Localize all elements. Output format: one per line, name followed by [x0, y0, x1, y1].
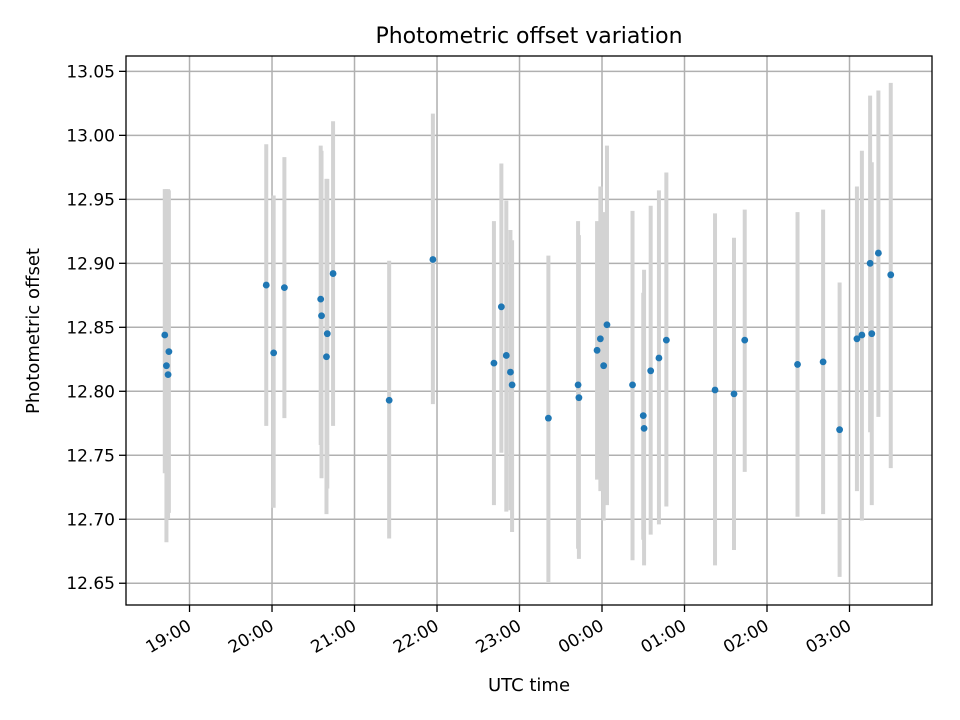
x-tick-label: 01:00: [638, 616, 690, 658]
y-tick-label: 12.90: [66, 254, 115, 274]
x-tick-label: 00:00: [555, 616, 607, 658]
data-point: [730, 390, 738, 398]
data-point: [853, 335, 861, 343]
y-tick-label: 12.75: [66, 446, 115, 466]
x-axis-label: UTC time: [488, 675, 570, 696]
data-point: [874, 249, 882, 257]
x-tick-label: 19:00: [143, 616, 195, 658]
data-point: [323, 353, 330, 361]
data-point: [819, 358, 827, 366]
data-point: [836, 426, 844, 434]
data-point: [161, 331, 169, 339]
y-tick-label: 12.80: [66, 382, 115, 402]
data-points: [161, 249, 895, 434]
x-tick-label: 03:00: [803, 616, 855, 658]
y-tick-label: 12.85: [66, 318, 115, 338]
plot-frame: [125, 55, 933, 606]
data-point: [502, 352, 510, 359]
data-point: [868, 330, 876, 338]
data-point: [640, 424, 648, 432]
x-tick-label: 21:00: [308, 616, 360, 658]
data-point: [596, 335, 604, 343]
y-axis-label: Photometric offset: [23, 248, 44, 414]
data-point: [317, 295, 325, 303]
data-point: [163, 362, 170, 370]
data-point: [655, 354, 663, 362]
y-tick-label: 12.95: [66, 190, 115, 210]
grid-lines: [126, 56, 932, 605]
data-point: [508, 381, 516, 389]
data-point: [887, 271, 895, 279]
data-point: [164, 371, 172, 379]
data-point: [603, 321, 611, 329]
data-point: [639, 412, 647, 420]
data-point: [280, 284, 288, 292]
error-bars: [162, 82, 893, 582]
chart-title: Photometric offset variation: [375, 24, 682, 49]
data-point: [323, 330, 331, 338]
data-point: [385, 396, 393, 404]
data-point: [662, 336, 670, 344]
data-point: [858, 331, 866, 339]
data-point: [629, 381, 636, 389]
data-point: [544, 414, 552, 422]
y-tick-label: 12.65: [66, 574, 115, 594]
data-point: [593, 346, 601, 354]
data-point: [600, 362, 608, 370]
x-tick-label: 23:00: [473, 616, 525, 658]
data-point: [866, 259, 874, 267]
data-point: [165, 348, 173, 356]
x-tick-label: 02:00: [720, 616, 772, 658]
data-point: [497, 303, 505, 311]
data-point: [507, 368, 514, 376]
data-point: [574, 381, 582, 389]
data-point: [318, 312, 325, 320]
data-point: [329, 270, 337, 277]
y-tick-label: 13.05: [66, 62, 115, 82]
data-point: [711, 386, 719, 394]
data-point: [429, 256, 437, 263]
data-point: [794, 361, 801, 368]
y-tick-label: 12.70: [66, 510, 115, 530]
data-point: [490, 359, 498, 367]
data-point: [741, 336, 749, 344]
x-tick-label: 20:00: [225, 616, 277, 658]
y-tick-label: 13.00: [66, 126, 115, 146]
x-axis-ticks: 19:00 20:00 21:00 22:00 23:00 00:00 01:00 02:00…: [143, 605, 855, 658]
data-point: [270, 349, 278, 357]
data-point: [647, 367, 655, 375]
data-point: [575, 394, 583, 402]
y-axis-ticks: 12.65 12.70 12.75 12.80 12.85 12.90 12.95 13.00…: [66, 62, 126, 594]
x-tick-label: 22:00: [390, 616, 442, 658]
data-point: [262, 281, 270, 289]
